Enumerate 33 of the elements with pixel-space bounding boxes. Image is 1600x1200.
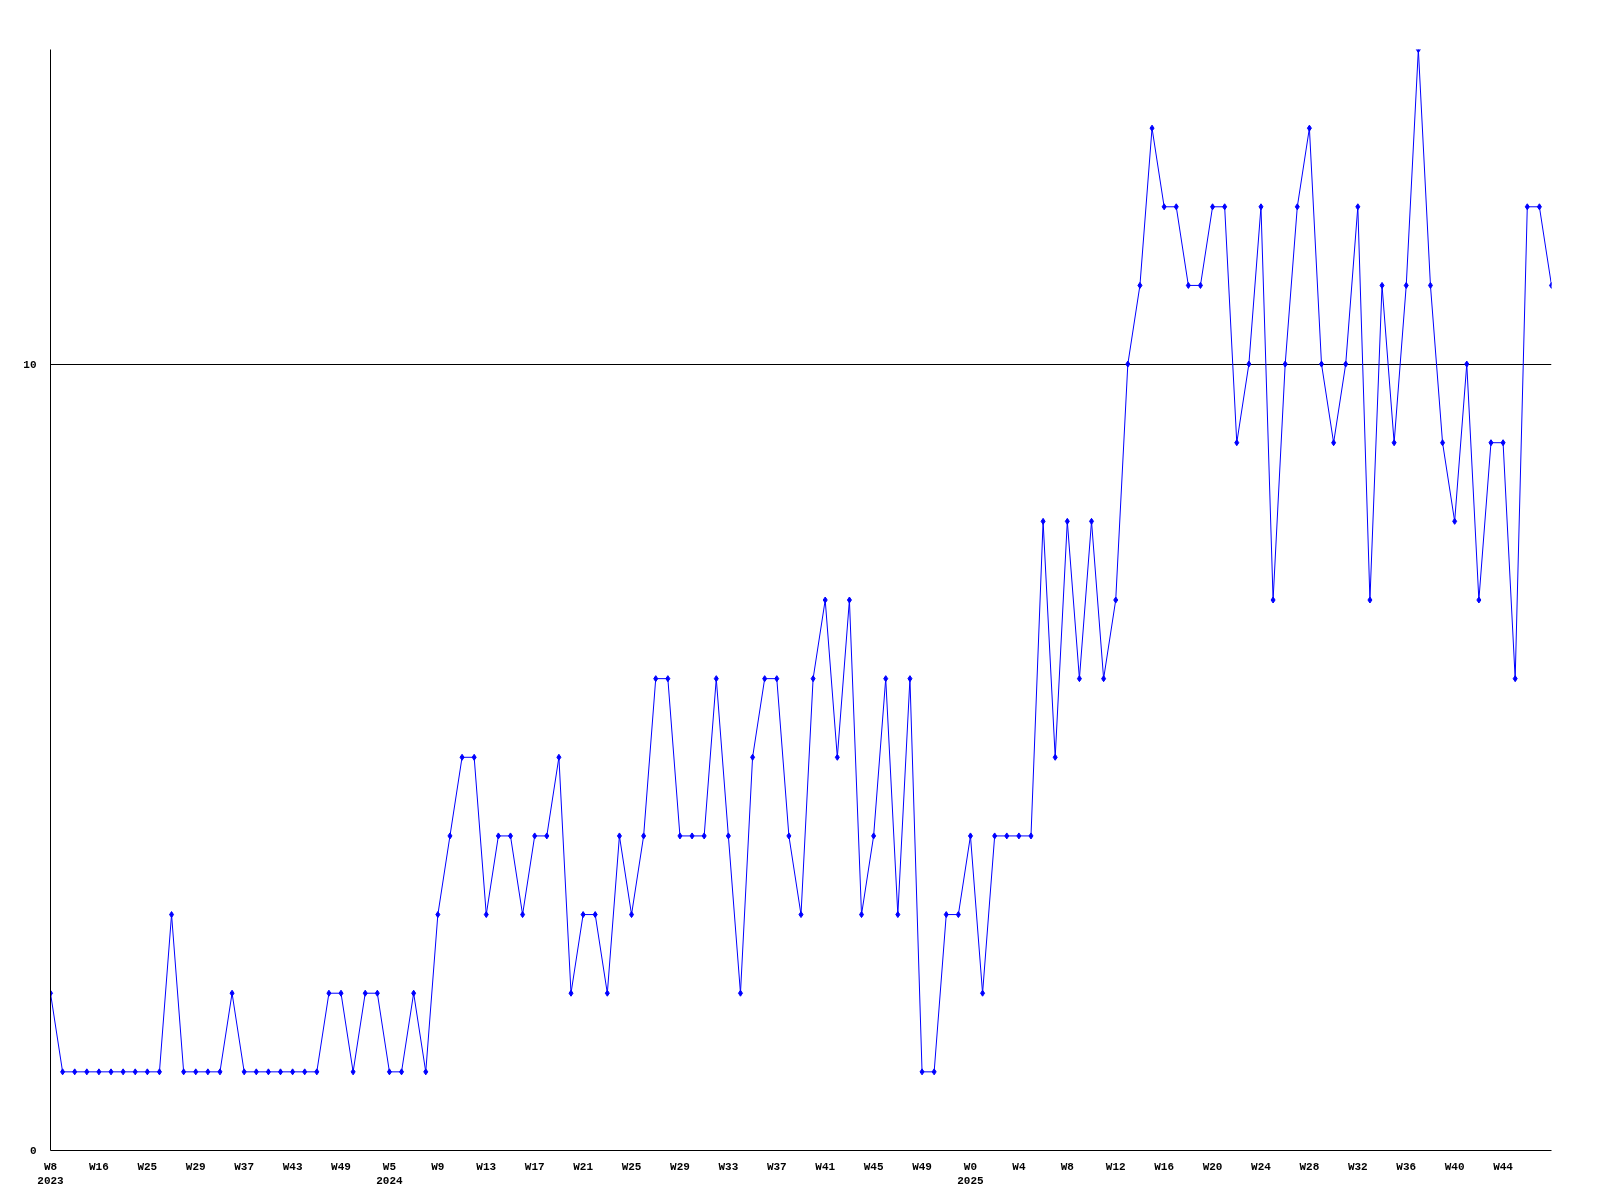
x-tick-label: W8 2023 — [37, 1160, 65, 1187]
x-tick-label: W8 — [1060, 1160, 1075, 1173]
x-tick-label: W0 2025 — [957, 1160, 985, 1187]
x-tick-label: W41 — [815, 1160, 836, 1173]
x-tick-label: W49 — [912, 1160, 932, 1173]
x-tick-label: W25 — [137, 1160, 158, 1173]
x-tick-label: W29 — [670, 1160, 690, 1173]
x-tick-label: W24 — [1251, 1160, 1272, 1173]
x-tick-label: W17 — [524, 1160, 545, 1173]
x-tick-label: W25 — [621, 1160, 642, 1173]
x-tick-label: W12 — [1105, 1160, 1126, 1173]
x-tick-label: W36 — [1396, 1160, 1417, 1173]
y-tick-label: 0 — [29, 1145, 37, 1157]
y-tick-label: 10 — [23, 358, 37, 371]
x-tick-label: W9 — [431, 1160, 445, 1173]
x-tick-label: W32 — [1347, 1160, 1368, 1173]
x-tick-label: W43 — [282, 1160, 303, 1173]
x-tick-label: W29 — [185, 1160, 206, 1173]
x-tick-label: W49 — [331, 1160, 351, 1173]
x-tick-label: W28 — [1299, 1160, 1320, 1173]
x-tick-label: W37 — [234, 1160, 255, 1173]
x-tick-label: W4 — [1012, 1160, 1026, 1173]
x-tick-label: W16 — [89, 1160, 109, 1173]
x-tick-label: W40 — [1444, 1160, 1465, 1173]
x-tick-label: W16 — [1154, 1160, 1175, 1173]
x-tick-label: W37 — [766, 1160, 787, 1173]
x-tick-label: W45 — [863, 1160, 884, 1173]
x-tick-label: W20 — [1202, 1160, 1223, 1173]
x-tick-label: W13 — [476, 1160, 497, 1173]
x-tick-label: W33 — [718, 1160, 739, 1173]
x-tick-label: W21 — [573, 1160, 594, 1173]
x-tick-label: W5 2024 — [376, 1160, 404, 1187]
x-tick-label: W44 — [1493, 1160, 1514, 1173]
